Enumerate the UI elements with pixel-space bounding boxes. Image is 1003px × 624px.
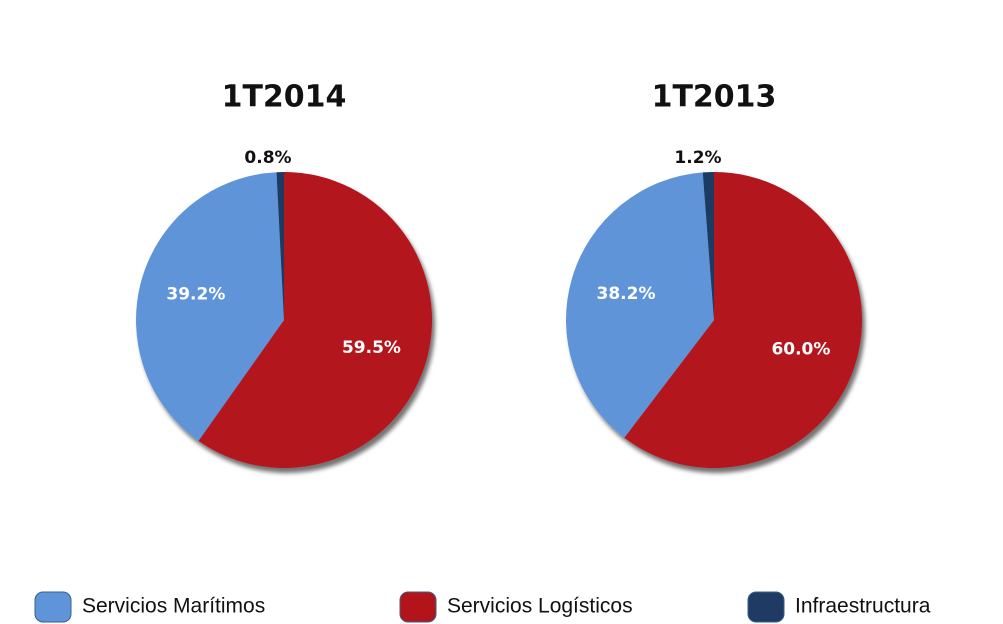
legend-swatch [747, 591, 785, 623]
data-label: 38.2% [597, 284, 656, 304]
legend-label: Servicios Logísticos [447, 595, 633, 618]
data-label: 60.0% [771, 339, 830, 359]
pie-slice [276, 172, 284, 320]
pie-slice [624, 172, 862, 468]
data-label: 0.8% [244, 148, 291, 168]
data-label: 39.2% [166, 284, 225, 304]
pie-slice [565, 172, 714, 438]
pie-slice [702, 172, 714, 320]
chart-title: 1T2013 [652, 80, 777, 115]
pie-slice [135, 172, 284, 441]
legend-swatch [34, 591, 72, 623]
data-label: 1.2% [674, 148, 721, 168]
data-label: 59.5% [342, 338, 401, 358]
legend-label: Servicios Marítimos [82, 595, 265, 618]
pie [135, 172, 432, 469]
pie [565, 172, 862, 468]
legend-swatch [399, 591, 437, 623]
legend-label: Infraestructura [795, 595, 931, 618]
pie-slice [198, 172, 432, 469]
chart-title: 1T2014 [222, 80, 347, 115]
